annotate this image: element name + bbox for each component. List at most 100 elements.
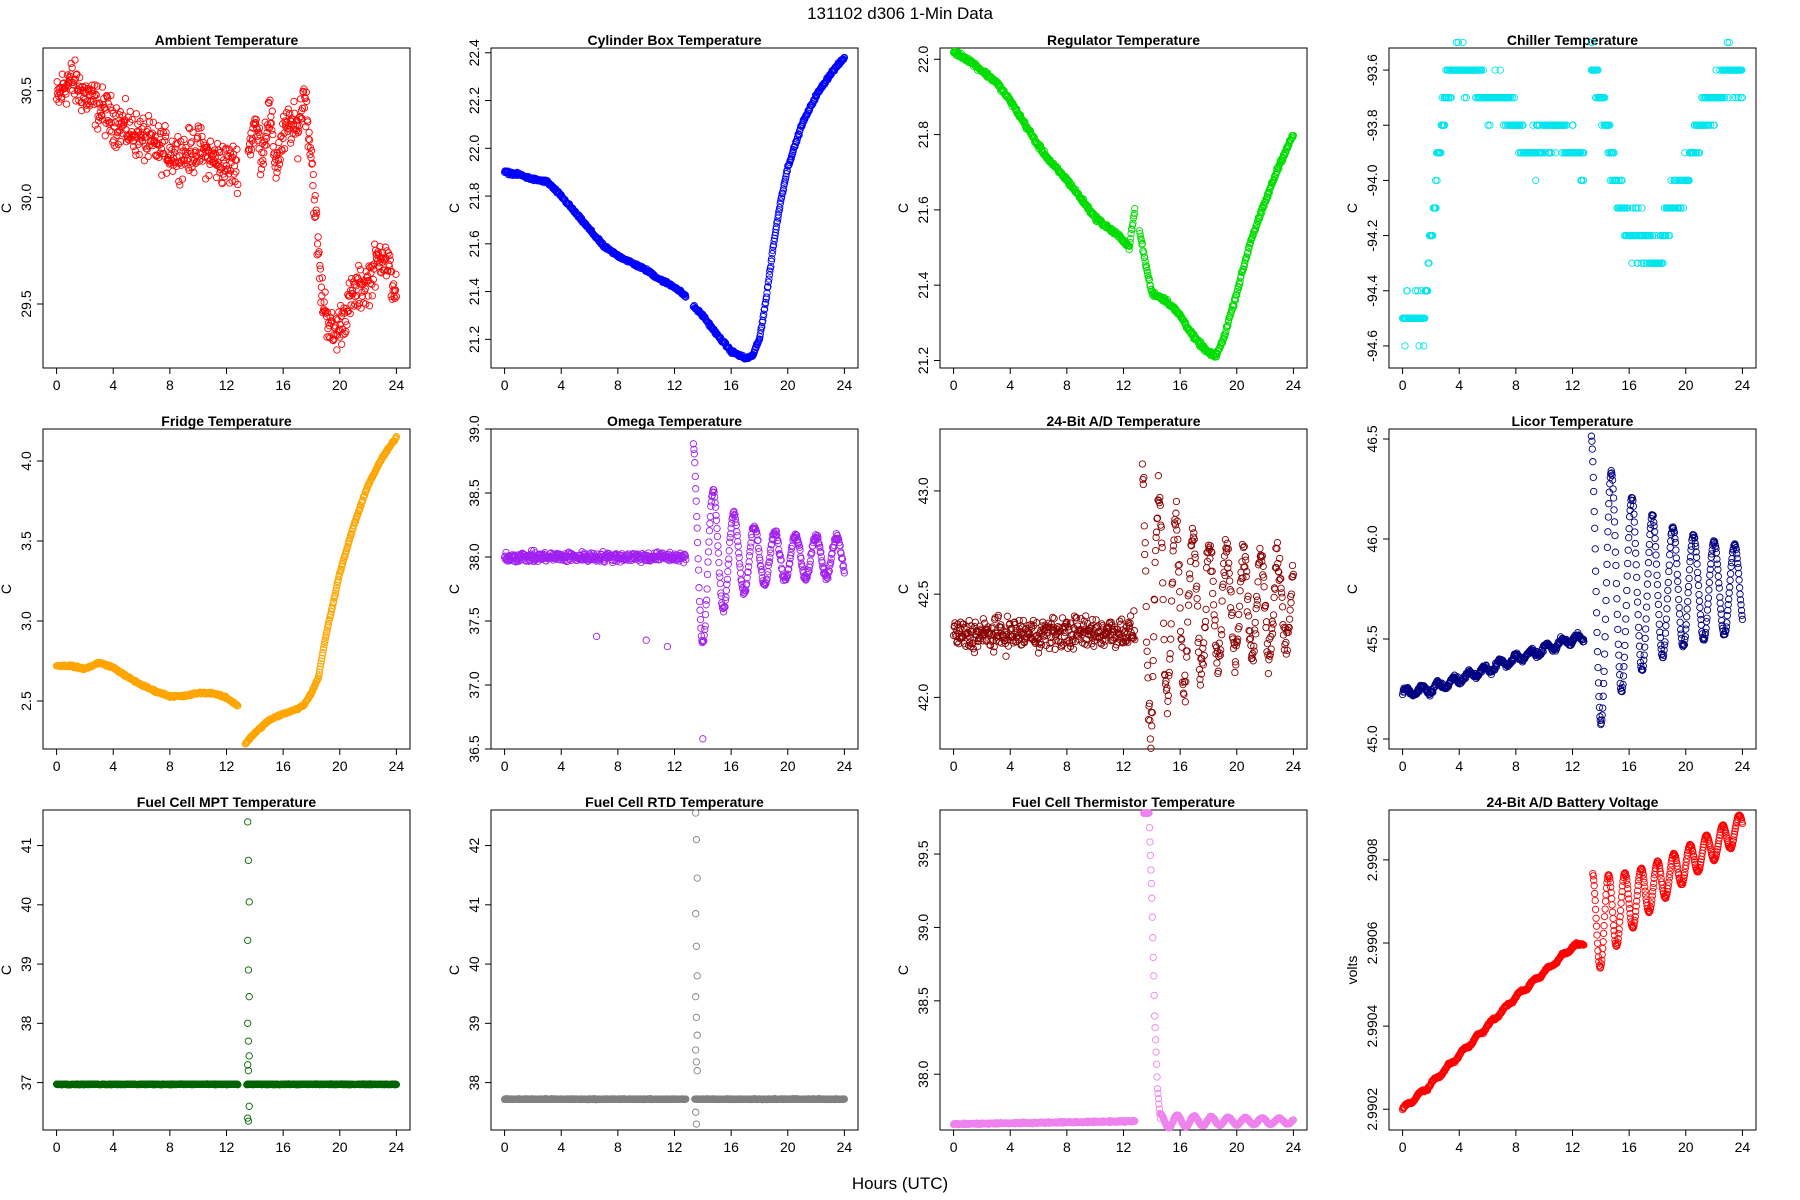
data-point	[161, 122, 169, 130]
data-point	[189, 128, 197, 136]
data-point	[329, 336, 337, 344]
data-point	[273, 168, 281, 177]
data-point	[1192, 560, 1200, 568]
x-tick-label: 8	[166, 758, 174, 774]
data-point	[1002, 652, 1010, 660]
data-point	[1532, 176, 1540, 185]
data-point	[695, 584, 703, 592]
data-point	[132, 110, 141, 118]
data-point	[705, 538, 713, 546]
data-point	[275, 160, 284, 168]
data-point	[1188, 524, 1197, 533]
data-point	[381, 255, 389, 264]
data-point	[224, 166, 232, 174]
data-point	[389, 280, 398, 288]
data-point	[1142, 602, 1150, 611]
data-point	[1151, 558, 1159, 567]
data-point	[642, 636, 650, 644]
data-point	[1148, 722, 1156, 730]
data-point	[311, 213, 319, 221]
data-point	[693, 524, 701, 532]
data-point	[1140, 473, 1148, 482]
x-tick-label: 12	[219, 377, 235, 393]
data-point	[290, 109, 299, 117]
data-point	[368, 292, 376, 300]
data-point	[1159, 579, 1167, 587]
data-point	[714, 549, 723, 557]
data-point	[696, 615, 705, 624]
data-point	[76, 73, 84, 82]
data-point	[343, 321, 351, 329]
data-point	[158, 171, 166, 179]
data-point	[128, 115, 136, 124]
y-tick-label: 2.5	[18, 691, 34, 711]
data-point	[161, 137, 169, 145]
data-point	[302, 123, 310, 131]
data-point	[381, 243, 390, 251]
data-point	[286, 109, 294, 118]
data-point	[233, 145, 241, 153]
data-point	[979, 615, 987, 623]
data-point	[392, 292, 401, 301]
data-point	[745, 558, 753, 566]
data-point	[144, 125, 152, 134]
data-point	[1209, 601, 1218, 609]
x-tick-label: 0	[1399, 377, 1407, 393]
x-tick-label: 4	[557, 758, 565, 774]
data-point	[1019, 616, 1028, 625]
data-point	[311, 191, 319, 200]
y-axis-label: C	[0, 584, 14, 594]
data-point	[303, 97, 311, 105]
data-point	[126, 107, 134, 116]
data-point	[174, 132, 182, 141]
data-point	[222, 162, 231, 170]
x-tick-label: 12	[1116, 377, 1132, 393]
data-point	[691, 459, 699, 467]
panel-title: Omega Temperature	[607, 413, 742, 429]
data-point	[232, 168, 240, 176]
data-point	[294, 155, 302, 163]
data-point	[1138, 460, 1147, 468]
data-point	[268, 126, 276, 134]
data-point	[767, 262, 775, 271]
x-tick-label: 16	[1172, 377, 1188, 393]
x-tick-label: 8	[614, 758, 622, 774]
data-point	[315, 274, 324, 283]
data-point	[98, 83, 107, 91]
data-point	[272, 174, 280, 182]
x-tick-label: 24	[389, 377, 405, 393]
data-point	[764, 278, 773, 286]
x-tick-label: 24	[837, 758, 853, 774]
data-point	[1139, 480, 1147, 489]
y-tick-label: 21.4	[915, 271, 931, 298]
data-point	[355, 261, 363, 270]
data-point	[308, 159, 317, 168]
plot-frame	[490, 428, 859, 750]
data-point	[135, 150, 143, 159]
x-tick-label: 24	[1286, 758, 1302, 774]
x-tick-label: 20	[332, 377, 348, 393]
data-point	[1172, 509, 1180, 517]
data-point	[1210, 622, 1219, 630]
y-axis-label: C	[0, 203, 14, 213]
y-tick-label: 21.8	[915, 121, 931, 148]
data-point	[692, 485, 700, 493]
data-point	[317, 298, 325, 307]
data-point	[691, 472, 699, 481]
data-point	[232, 156, 241, 164]
panel-title: 24-Bit A/D Temperature	[1046, 413, 1200, 429]
x-tick-label: 0	[501, 377, 509, 393]
data-point	[1092, 616, 1100, 624]
y-tick-label: 21.4	[466, 278, 482, 305]
data-point	[338, 340, 346, 348]
panel-title: Chiller Temperature	[1507, 32, 1638, 48]
data-points	[52, 433, 401, 748]
data-point	[307, 147, 316, 155]
data-point	[382, 272, 391, 280]
data-point	[96, 108, 105, 116]
data-point	[692, 497, 700, 505]
data-point	[212, 173, 221, 182]
data-point	[767, 257, 775, 265]
